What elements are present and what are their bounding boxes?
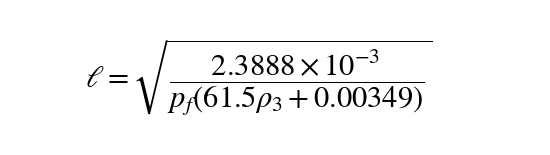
Text: $\ell = \sqrt{\dfrac{2.3888 \times 10^{-3}}{p_{f}(61.5\rho_{3} + 0.00349)}}$: $\ell = \sqrt{\dfrac{2.3888 \times 10^{-…	[85, 37, 432, 118]
